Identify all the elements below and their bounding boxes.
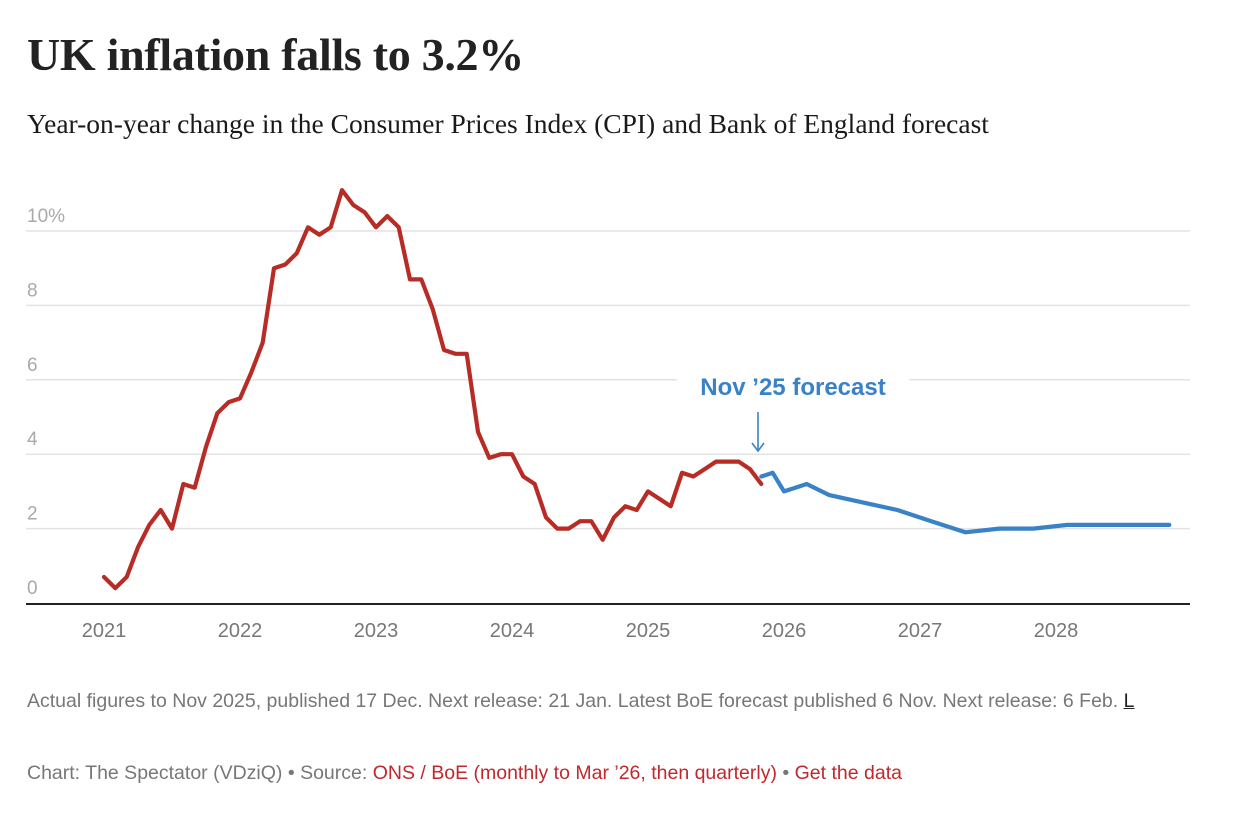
y-tick-label: 4 xyxy=(27,429,38,450)
y-tick-label: 6 xyxy=(27,355,38,376)
x-axis-ticks: 2021 2022 2023 2024 2025 2026 2027 2028 xyxy=(82,620,1079,642)
notes-text: Actual figures to Nov 2025, published 17… xyxy=(27,690,1119,712)
gridlines xyxy=(26,230,1190,530)
get-data-link[interactable]: Get the data xyxy=(794,762,902,784)
chart-credits: Chart: The Spectator (VDziQ) • Source: O… xyxy=(27,762,902,785)
x-tick-label: 2028 xyxy=(1034,620,1079,642)
x-tick-label: 2025 xyxy=(626,620,671,642)
y-tick-label: 0 xyxy=(27,578,38,599)
chart-notes: Actual figures to Nov 2025, published 17… xyxy=(27,686,1197,717)
chart-title: UK inflation falls to 3.2% xyxy=(27,29,524,80)
series-lines xyxy=(101,188,1172,591)
x-tick-label: 2021 xyxy=(82,620,127,642)
x-tick-label: 2022 xyxy=(218,620,263,642)
chart-subtitle: Year-on-year change in the Consumer Pric… xyxy=(27,108,989,139)
notes-marker: L xyxy=(1123,690,1135,712)
x-tick-label: 2024 xyxy=(490,620,535,642)
arrowhead-icon xyxy=(751,442,765,453)
x-tick-label: 2026 xyxy=(762,620,807,642)
y-axis-ticks: 0 2 4 6 8 10% xyxy=(27,206,65,599)
separator: • xyxy=(776,762,795,784)
actual-line xyxy=(101,188,764,591)
annotation-background xyxy=(677,368,909,404)
separator: • xyxy=(282,762,301,784)
y-tick-label: 8 xyxy=(27,280,38,301)
source-label: Source: xyxy=(300,762,373,784)
annotations: Nov ’25 forecast xyxy=(677,368,909,453)
x-tick-label: 2023 xyxy=(354,620,399,642)
credit-text: Chart: The Spectator (VDziQ) xyxy=(27,762,283,784)
x-tick-label: 2027 xyxy=(898,620,943,642)
source-link[interactable]: ONS / BoE (monthly to Mar ’26, then quar… xyxy=(372,762,777,784)
y-tick-label: 10% xyxy=(27,206,65,227)
forecast-line xyxy=(759,470,1172,535)
annotation-label: Nov ’25 forecast xyxy=(700,374,885,401)
y-tick-label: 2 xyxy=(27,504,38,525)
